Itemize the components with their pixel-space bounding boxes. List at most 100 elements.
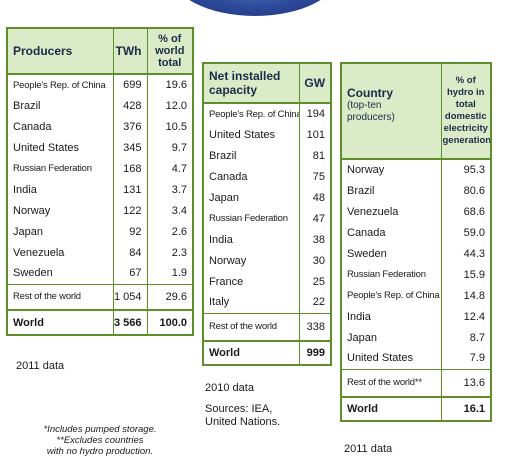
country-name: People's Rep. of China <box>347 290 440 301</box>
twh-value: 92 <box>112 221 147 242</box>
pct-value: 7.9 <box>440 348 491 369</box>
producers-table: Producers TWh % of world total People's … <box>6 27 194 336</box>
table-row: People's Rep. of China 14.8 <box>341 285 491 306</box>
table-row: Venezuela 84 2.3 <box>7 242 193 263</box>
hydro-share-table: Country (top-ten producers) % of hydro i… <box>340 62 492 422</box>
country-name: Italy <box>209 296 230 309</box>
pct-value: 80.6 <box>440 180 491 201</box>
country-name: Canada <box>209 170 248 183</box>
producers-data-year: 2011 data <box>16 360 65 372</box>
table-row: Brazil 81 <box>203 145 331 166</box>
world-total-pct: 16.1 <box>440 396 491 421</box>
country-name: Japan <box>209 191 239 204</box>
globe-graphic <box>170 0 340 16</box>
rest-of-world-name: Rest of the world <box>7 283 113 310</box>
gw-value: 48 <box>298 187 331 208</box>
country-name: Brazil <box>347 184 375 197</box>
gw-value: 75 <box>298 166 331 187</box>
pct-value: 2.6 <box>146 221 193 242</box>
capacity-header: Net installed capacity <box>203 63 299 104</box>
country-name: Norway <box>13 204 51 217</box>
country-header: Country <box>347 86 393 100</box>
table-row: Norway 95.3 <box>341 159 491 180</box>
gw-value: 194 <box>298 103 331 124</box>
rest-of-world-twh: 1 054 <box>112 283 147 310</box>
country-name: United States <box>347 352 414 365</box>
table-row: United States 345 9.7 <box>7 137 193 158</box>
pct-value: 1.9 <box>146 263 193 284</box>
country-name: Venezuela <box>13 246 65 259</box>
twh-value: 131 <box>112 179 147 200</box>
pct-value: 15.9 <box>440 264 491 285</box>
country-name: United States <box>209 128 276 141</box>
table-row: Canada 75 <box>203 166 331 187</box>
world-share-header: % of world total <box>146 28 193 75</box>
world-total-gw: 999 <box>298 340 331 365</box>
table-row: Russian Federation 168 4.7 <box>7 158 193 179</box>
country-name: Japan <box>13 225 43 238</box>
country-name: Venezuela <box>347 205 399 218</box>
country-header-sub: (top-ten producers) <box>347 100 395 123</box>
pct-value: 59.0 <box>440 222 491 243</box>
pct-value: 14.8 <box>440 285 491 306</box>
twh-value: 699 <box>112 74 147 95</box>
twh-header: TWh <box>112 28 147 75</box>
table-row: Canada 376 10.5 <box>7 116 193 137</box>
country-name: Sweden <box>347 247 387 260</box>
country-name: Norway <box>209 254 247 267</box>
table-row: Japan 8.7 <box>341 327 491 348</box>
world-total-name: World <box>341 396 441 421</box>
country-name: Brazil <box>13 99 41 112</box>
pct-value: 3.4 <box>146 200 193 221</box>
rest-of-world-pct: 13.6 <box>440 368 491 397</box>
rest-of-world-name: Rest of the world <box>203 312 299 341</box>
share-data-year: 2011 data <box>344 443 393 455</box>
twh-value: 122 <box>112 200 147 221</box>
country-name: Sweden <box>13 267 53 280</box>
world-total-name: World <box>203 340 299 365</box>
pct-value: 68.6 <box>440 201 491 222</box>
country-name: Brazil <box>209 149 237 162</box>
table-row: Russian Federation 15.9 <box>341 264 491 285</box>
country-name: People's Rep. of China <box>209 108 299 120</box>
table-row: Brazil 80.6 <box>341 180 491 201</box>
country-name: Russian Federation <box>13 163 92 174</box>
pct-value: 44.3 <box>440 243 491 264</box>
twh-value: 84 <box>112 242 147 263</box>
world-total-twh: 3 566 <box>112 309 147 335</box>
pct-value: 4.7 <box>146 158 193 179</box>
table-row: Norway 30 <box>203 250 331 271</box>
footnote-no-hydro: with no hydro production. <box>46 446 154 457</box>
gw-header: GW <box>298 63 331 104</box>
twh-value: 428 <box>112 95 147 116</box>
table-row: People's Rep. of China 194 <box>203 103 331 124</box>
table-row: Japan 92 2.6 <box>7 221 193 242</box>
country-name: Japan <box>347 331 377 344</box>
country-name: Norway <box>347 164 385 176</box>
capacity-table: Net installed capacity GW People's Rep. … <box>202 62 332 366</box>
gw-value: 25 <box>298 271 331 292</box>
country-name: India <box>209 233 233 246</box>
table-row: United States 7.9 <box>341 348 491 369</box>
pct-value: 9.7 <box>146 137 193 158</box>
rest-of-world-gw: 338 <box>298 312 331 341</box>
pct-value: 8.7 <box>440 327 491 348</box>
country-name: Russian Federation <box>347 269 426 280</box>
gw-value: 81 <box>298 145 331 166</box>
twh-value: 376 <box>112 116 147 137</box>
hydro-share-header: % of hydro in total domestic electricity… <box>440 63 491 160</box>
country-name: Canada <box>13 120 52 133</box>
gw-value: 30 <box>298 250 331 271</box>
table-row: Russian Federation 47 <box>203 208 331 229</box>
gw-value: 101 <box>298 124 331 145</box>
table-row: Italy 22 <box>203 292 331 313</box>
country-name: People's Rep. of China <box>13 79 106 91</box>
table-row: Sweden 44.3 <box>341 243 491 264</box>
pct-value: 19.6 <box>146 74 193 95</box>
world-total-name: World <box>7 309 113 335</box>
sources-line-1: Sources: IEA, <box>205 403 273 415</box>
table-row: People's Rep. of China 699 19.6 <box>7 74 193 95</box>
table-row: India 12.4 <box>341 306 491 327</box>
table-row: Japan 48 <box>203 187 331 208</box>
table-row: India 131 3.7 <box>7 179 193 200</box>
